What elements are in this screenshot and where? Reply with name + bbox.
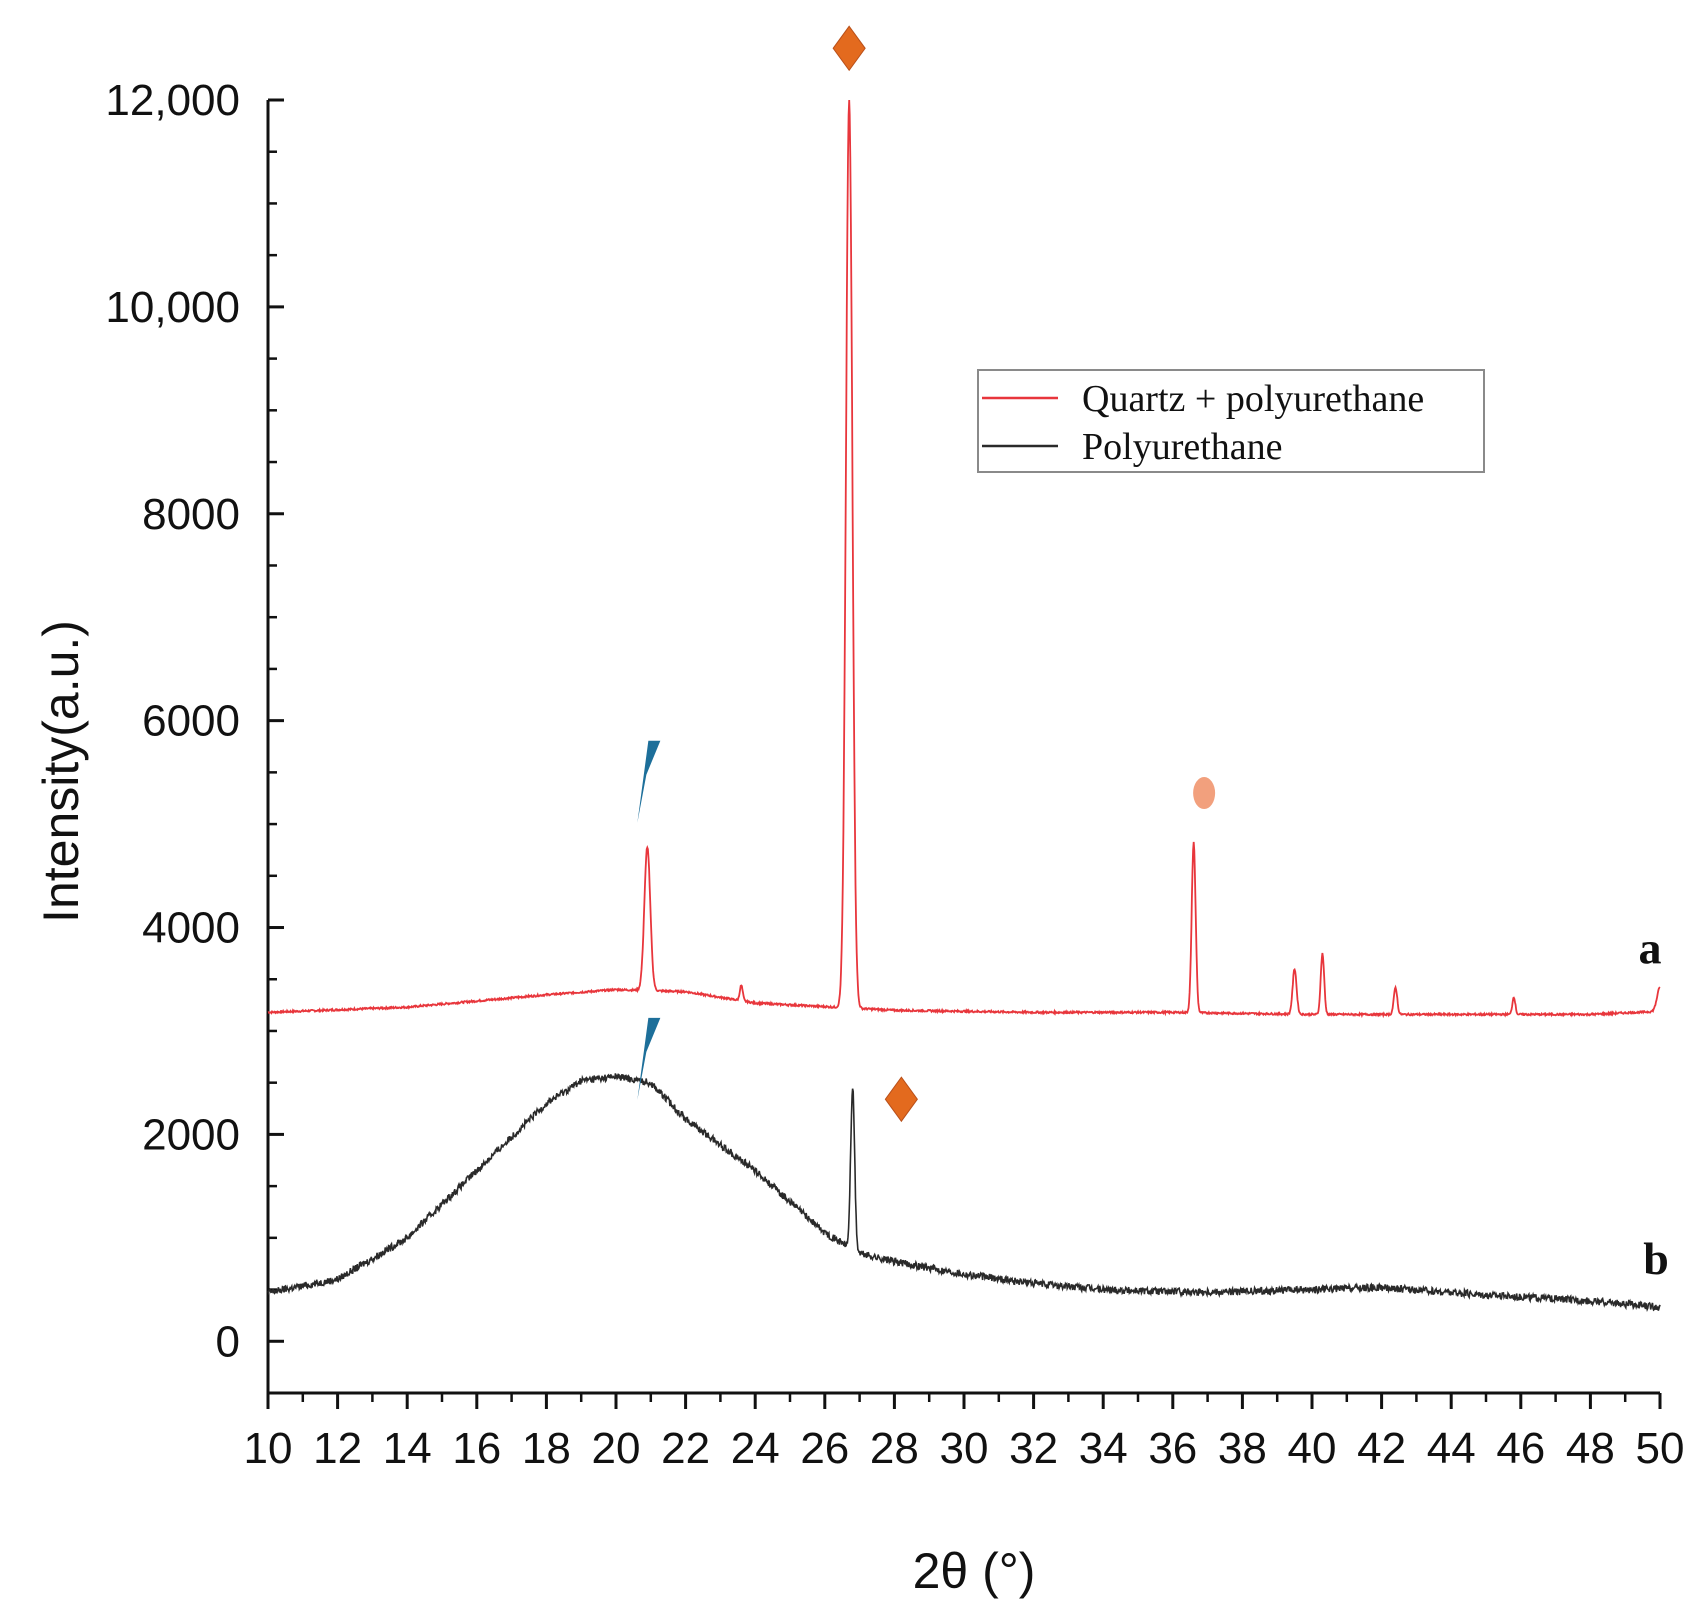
x-tick-label: 32 <box>1009 1424 1058 1473</box>
x-tick-label: 10 <box>244 1424 293 1473</box>
x-tick-label: 12 <box>313 1424 362 1473</box>
x-tick-label: 24 <box>731 1424 780 1473</box>
x-tick-label: 14 <box>383 1424 432 1473</box>
series-line-quartz-polyurethane <box>267 99 1661 1019</box>
y-tick-label: 8000 <box>142 490 240 539</box>
circle-marker <box>1193 777 1216 810</box>
x-tick-label: 36 <box>1148 1424 1197 1473</box>
y-ticks: 0 2000 4000 6000 8000 10,000 12,000 <box>105 76 284 1395</box>
y-tick-label: 2000 <box>142 1110 240 1159</box>
y-tick-label: 12,000 <box>105 76 240 125</box>
legend-label-polyurethane: Polyurethane <box>1082 426 1283 468</box>
x-tick-label: 44 <box>1427 1424 1476 1473</box>
diamond-marker <box>832 25 866 72</box>
curve-label-b: b <box>1643 1233 1669 1284</box>
axes <box>266 100 1660 1395</box>
x-tick-label: 40 <box>1288 1424 1337 1473</box>
series-layer <box>267 99 1661 1313</box>
x-tick-label: 26 <box>800 1424 849 1473</box>
curve-label-a: a <box>1639 923 1662 974</box>
y-tick-label: 10,000 <box>105 283 240 332</box>
x-tick-label: 34 <box>1079 1424 1128 1473</box>
slash-marker <box>637 1017 661 1100</box>
y-tick-label: 0 <box>216 1317 240 1366</box>
y-tick-label: 4000 <box>142 904 240 953</box>
x-tick-label: 20 <box>592 1424 641 1473</box>
x-tick-label: 16 <box>452 1424 501 1473</box>
phase-markers <box>637 25 1216 1123</box>
x-tick-label: 50 <box>1636 1424 1685 1473</box>
y-axis-title: Intensity(a.u.) <box>33 620 89 923</box>
x-tick-label: 42 <box>1357 1424 1406 1473</box>
x-tick-label: 18 <box>522 1424 571 1473</box>
x-ticks: 10 12 14 16 18 20 22 24 26 28 30 32 34 36 38 40 42 44 46 48… <box>244 1393 1685 1473</box>
legend-box <box>977 369 1485 473</box>
x-tick-label: 28 <box>870 1424 919 1473</box>
x-tick-label: 46 <box>1496 1424 1545 1473</box>
x-axis-title: 2θ (°) <box>913 1543 1036 1599</box>
legend-label-quartz-polyurethane: Quartz + polyurethane <box>1082 378 1424 420</box>
legend: Quartz + polyurethane Polyurethane <box>977 369 1485 473</box>
x-tick-label: 48 <box>1566 1424 1615 1473</box>
series-line-polyurethane <box>267 1073 1661 1313</box>
y-tick-label: 6000 <box>142 697 240 746</box>
x-tick-label: 38 <box>1218 1424 1267 1473</box>
x-tick-label: 22 <box>661 1424 710 1473</box>
diamond-marker <box>884 1076 918 1123</box>
slash-marker <box>637 740 661 823</box>
x-tick-label: 30 <box>940 1424 989 1473</box>
